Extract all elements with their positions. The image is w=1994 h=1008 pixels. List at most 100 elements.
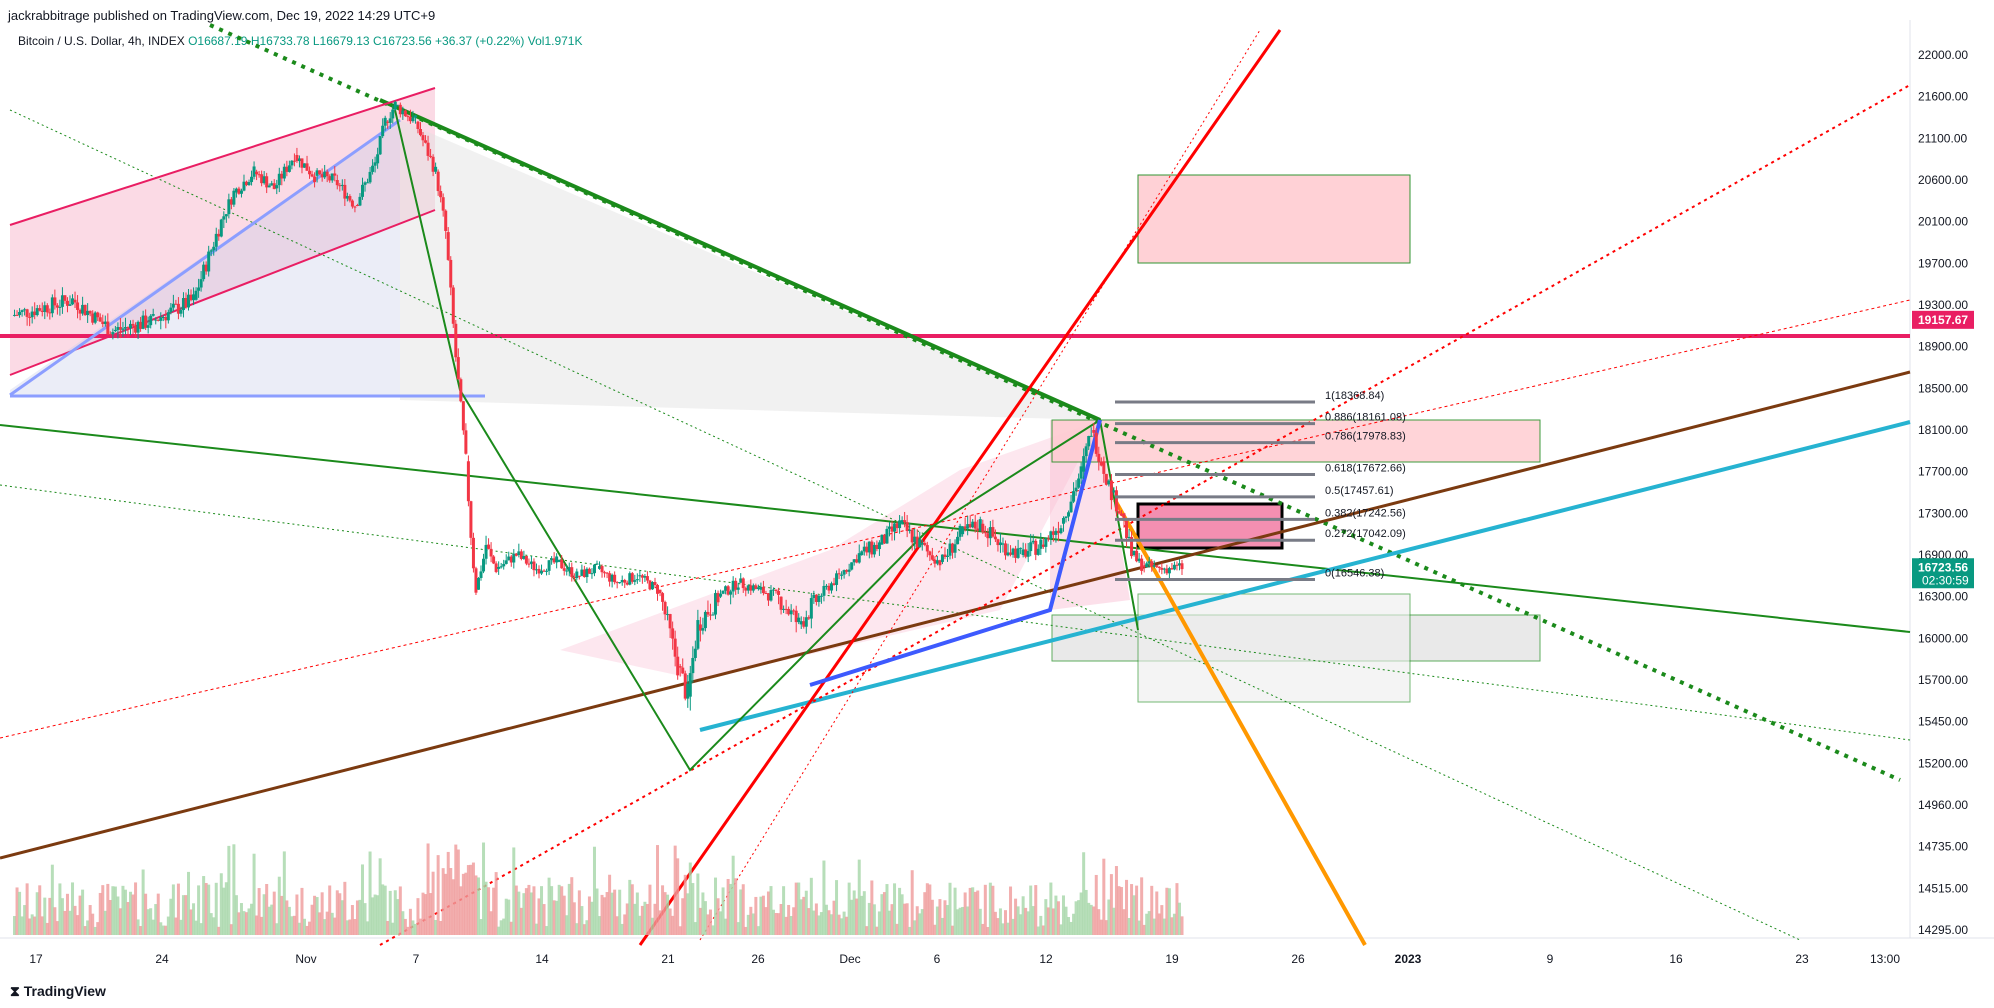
candle-body	[683, 673, 687, 699]
volume-bar	[961, 906, 965, 935]
volume-bar	[416, 898, 420, 935]
candle-body	[678, 666, 682, 668]
candle-body	[257, 174, 261, 176]
volume-bar	[903, 903, 907, 935]
lower-zone-box	[1137, 593, 1411, 703]
candle-body	[1061, 518, 1065, 524]
candle-body	[456, 357, 460, 380]
volume-bar	[830, 914, 834, 935]
symbol-name[interactable]: Bitcoin / U.S. Dollar, 4h, INDEX	[18, 34, 185, 48]
candle-body	[416, 121, 420, 129]
volume-bar	[870, 880, 874, 935]
candle-body	[976, 528, 980, 531]
candle-body	[882, 534, 886, 544]
volume-bar	[50, 864, 54, 935]
candle-body	[842, 570, 846, 575]
price-tick-label: 16000.00	[1918, 631, 1968, 645]
volume-bar	[1051, 908, 1055, 935]
volume-bar	[464, 872, 468, 935]
time-tick-label: 19	[1165, 952, 1179, 966]
candle-body	[953, 544, 957, 553]
volume-bar	[703, 901, 707, 935]
candle-body	[903, 520, 907, 523]
volume-bar	[267, 906, 271, 935]
time-axis[interactable]: 17 24 Nov 7 14 21 26 Dec 6 12 19 26 2023 9 16 23 13:00	[29, 952, 1900, 966]
candle-body	[161, 317, 165, 319]
time-tick-label: 21	[661, 952, 675, 966]
candle-body	[502, 563, 506, 567]
candle-body	[681, 667, 685, 674]
volume-bar	[494, 872, 498, 935]
candle-body	[242, 181, 246, 191]
candle-body	[424, 140, 428, 143]
candle-body	[58, 306, 62, 308]
candle-body	[300, 158, 304, 168]
volume-bar	[192, 903, 196, 935]
candle-body	[933, 559, 937, 564]
volume-bar	[610, 892, 614, 935]
volume-bar	[734, 878, 738, 935]
volume-bar	[159, 922, 163, 935]
candle-body	[146, 325, 150, 328]
volume-bar	[572, 902, 576, 935]
candle-body	[345, 196, 349, 199]
volume-bar	[292, 915, 296, 935]
channel-top	[9, 87, 436, 226]
volume-bar	[918, 913, 922, 935]
volume-bar	[648, 884, 652, 935]
candle-body	[519, 551, 523, 559]
candle-body	[265, 176, 269, 188]
volume-bar	[862, 891, 866, 935]
volume-bar	[1069, 921, 1073, 935]
candle-body	[497, 567, 501, 569]
volume-bar	[126, 902, 130, 935]
volume-bar	[116, 896, 120, 935]
candle-body	[719, 593, 723, 597]
volume-bar	[1082, 852, 1086, 935]
time-tick-label: 26	[1291, 952, 1305, 966]
candle-body	[613, 574, 617, 583]
volume-bar	[1001, 923, 1005, 935]
candle-body	[1119, 513, 1123, 516]
volume-bar	[471, 862, 475, 935]
candle-body	[1049, 531, 1053, 539]
volume-bar	[418, 918, 422, 935]
candle-body	[60, 295, 64, 307]
volume-bar	[234, 895, 238, 935]
price-axis[interactable]: 22000.00 21600.00 21100.00 20600.00 20100.00…	[1918, 48, 1968, 937]
candle-body	[915, 536, 919, 548]
candle-body	[408, 116, 412, 122]
time-tick-label: 2023	[1395, 952, 1422, 966]
volume-bar	[837, 914, 841, 935]
price-tick-label: 20600.00	[1918, 173, 1968, 187]
candle-body	[194, 290, 198, 300]
volume-bar	[381, 884, 385, 935]
volume-bar	[295, 894, 299, 935]
fib-level-label: 0.886(18161.08)	[1325, 412, 1406, 424]
volume-bar	[378, 858, 382, 935]
price-tick-label: 19700.00	[1918, 256, 1968, 270]
candle-body	[1031, 540, 1035, 543]
candle-body	[1046, 538, 1050, 540]
candle-body	[865, 546, 869, 553]
candle-body	[436, 171, 440, 192]
volume-bar	[1167, 888, 1171, 935]
volume-bar	[638, 915, 642, 935]
volume-bar	[71, 882, 75, 935]
candle-body	[908, 529, 912, 532]
volume-bar	[1044, 899, 1048, 935]
candle-body	[1092, 430, 1096, 433]
volume-bar	[83, 926, 87, 935]
candle-body	[600, 566, 604, 573]
volume-bar	[585, 920, 589, 935]
volume-bar	[1162, 918, 1166, 935]
volume-bar	[512, 847, 516, 935]
volume-bar	[1034, 885, 1038, 935]
volume-bar	[1109, 874, 1113, 935]
candle-body	[749, 585, 753, 591]
volume-bar	[898, 887, 902, 935]
candle-body	[202, 264, 206, 280]
candle-body	[1160, 568, 1164, 570]
candle-body	[888, 526, 891, 529]
